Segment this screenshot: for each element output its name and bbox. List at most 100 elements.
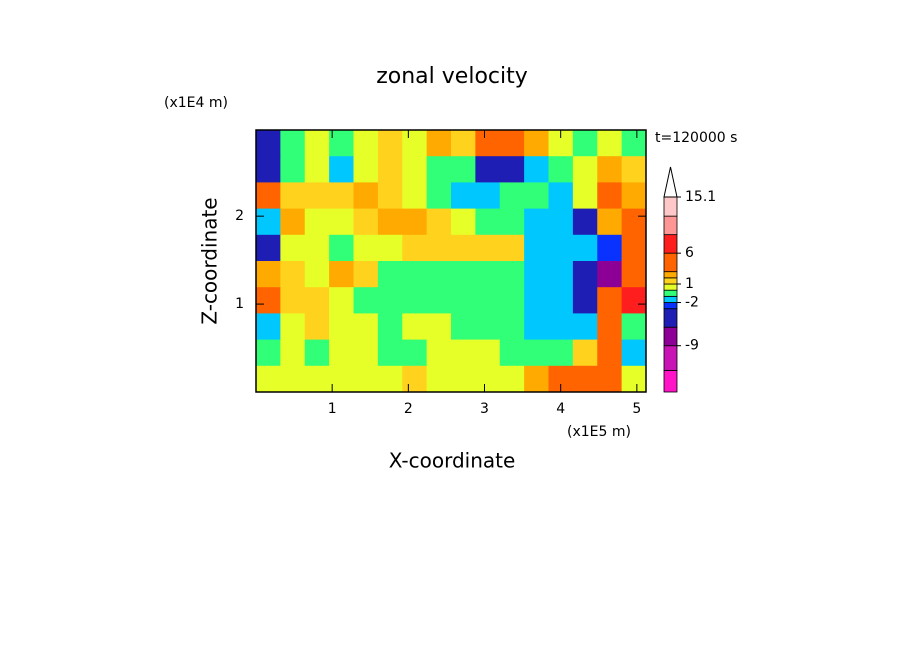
contour-cell (329, 339, 354, 367)
contour-cell (597, 182, 623, 210)
contour-cell (353, 182, 379, 210)
colorbar-label: 15.1 (685, 189, 716, 205)
contour-cell (304, 130, 330, 157)
contour-cell (426, 365, 452, 393)
contour-cell (475, 234, 501, 262)
contour-cell (280, 234, 306, 262)
contour-cell (304, 261, 330, 288)
contour-cell (621, 287, 647, 314)
contour-cell (499, 182, 525, 210)
contour-field (256, 130, 647, 393)
colorbar-box (663, 196, 678, 217)
contour-cell (475, 313, 501, 341)
contour-cell (329, 234, 354, 262)
x-tick-label: 2 (404, 401, 413, 417)
contour-cell (256, 234, 281, 262)
contour-cell (426, 287, 452, 314)
contour-cell (402, 313, 428, 341)
contour-cell (475, 261, 501, 288)
contour-cell (597, 339, 623, 367)
contour-cell (304, 287, 330, 314)
contour-cell (280, 208, 306, 236)
contour-cell (597, 208, 623, 236)
contour-cell (402, 130, 428, 157)
contour-cell (572, 261, 598, 288)
contour-cell (524, 130, 549, 157)
contour-cell (499, 339, 525, 367)
contour-cell (499, 208, 525, 236)
contour-cell (548, 287, 574, 314)
contour-cell (597, 261, 623, 288)
contour-cell (451, 234, 476, 262)
chart-title: zonal velocity (376, 64, 528, 89)
contour-cell (304, 365, 330, 393)
contour-cell (451, 339, 476, 367)
contour-cell (256, 313, 281, 341)
contour-cell (451, 182, 476, 210)
contour-cell (572, 182, 598, 210)
contour-cell (524, 182, 549, 210)
contour-cell (402, 234, 428, 262)
contour-cell (499, 365, 525, 393)
contour-cell (451, 313, 476, 341)
axes: 1 2 3 4 5 1 2 15.1 6 1 -2 -9 (235, 129, 716, 417)
contour-cell (353, 130, 379, 157)
colorbar-box (663, 252, 678, 273)
contour-cell (426, 313, 452, 341)
contour-cell (329, 287, 354, 314)
contour-cell (524, 156, 549, 183)
contour-cell (451, 130, 476, 157)
contour-cell (475, 208, 501, 236)
contour-cell (524, 339, 549, 367)
contour-cell (377, 234, 403, 262)
colorbar-box (663, 302, 678, 310)
contour-cell (280, 313, 306, 341)
colorbar-extension (663, 166, 678, 198)
contour-cell (426, 182, 452, 210)
contour-cell (621, 261, 647, 288)
time-label: t=120000 s (655, 130, 737, 146)
x-axis-label: X-coordinate (389, 449, 516, 473)
contour-cell (377, 208, 403, 236)
contour-cell (621, 339, 647, 367)
contour-cell (597, 313, 623, 341)
contour-cell (475, 287, 501, 314)
contour-cell (572, 313, 598, 341)
x-tick-label: 4 (556, 401, 565, 417)
contour-cell (304, 182, 330, 210)
contour-cell (256, 130, 281, 157)
contour-cell (597, 130, 623, 157)
contour-cell (280, 182, 306, 210)
contour-cell (280, 261, 306, 288)
contour-cell (621, 208, 647, 236)
contour-cell (426, 130, 452, 157)
contour-cell (353, 287, 379, 314)
contour-cell (499, 313, 525, 341)
contour-cell (353, 234, 379, 262)
contour-cell (572, 156, 598, 183)
colorbar-box (663, 277, 678, 285)
contour-cell (451, 365, 476, 393)
contour-cell (304, 339, 330, 367)
contour-cell (353, 208, 379, 236)
contour-cell (426, 339, 452, 367)
colorbar-label: -2 (685, 295, 699, 311)
contour-cell (597, 287, 623, 314)
contour-cell (548, 261, 574, 288)
y-tick-label: 1 (235, 296, 244, 312)
contour-cell (451, 208, 476, 236)
contour-cell (597, 365, 623, 393)
contour-cell (304, 208, 330, 236)
contour-cell (524, 261, 549, 288)
contour-cell (572, 365, 598, 393)
y-axis-label: Z-coordinate (198, 197, 222, 324)
contour-cell (329, 130, 354, 157)
contour-cell (475, 156, 501, 183)
colorbar-label: 6 (685, 245, 694, 261)
contour-cell (256, 339, 281, 367)
contour-cell (280, 156, 306, 183)
contour-cell (304, 156, 330, 183)
colorbar-box (663, 271, 678, 279)
contour-cell (377, 339, 403, 367)
